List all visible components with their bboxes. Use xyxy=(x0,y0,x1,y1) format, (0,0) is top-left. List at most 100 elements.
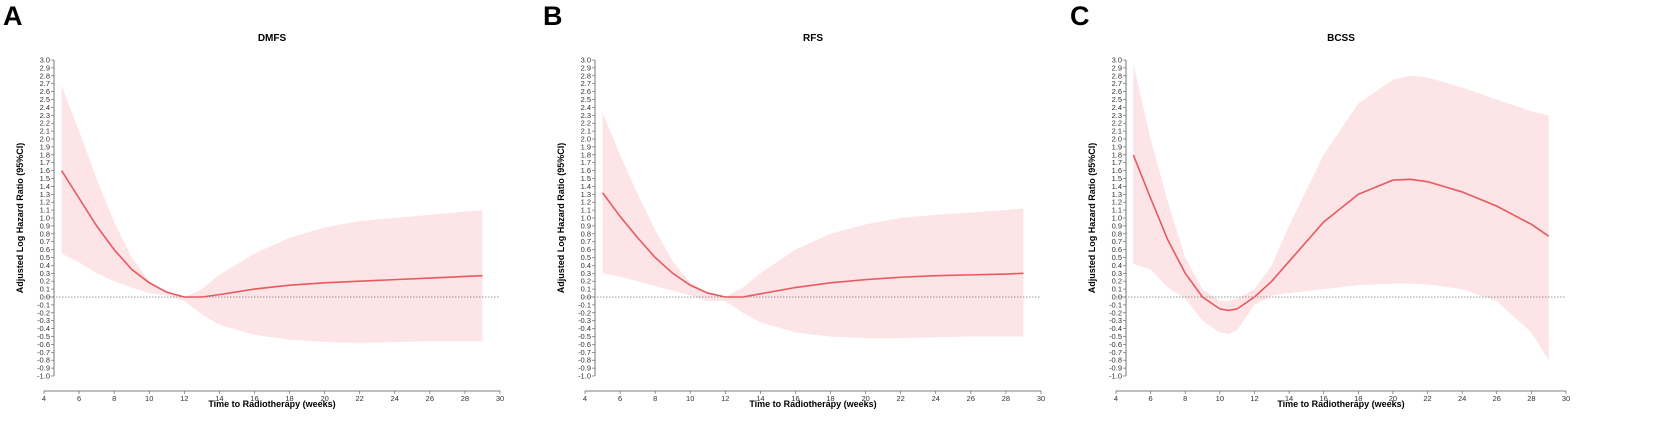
y-tick-label: 0.7 xyxy=(1112,237,1122,246)
y-tick-label: 2.2 xyxy=(40,119,50,128)
y-tick-label: -0.4 xyxy=(1109,324,1122,333)
x-tick-label: 10 xyxy=(145,394,153,403)
x-tick-label: 8 xyxy=(1183,394,1187,403)
x-tick-label: 28 xyxy=(1527,394,1535,403)
y-tick-label: 0.6 xyxy=(581,245,591,254)
y-tick-label: 2.8 xyxy=(1112,71,1122,80)
y-tick-label: 2.7 xyxy=(40,79,50,88)
y-tick-label: 0.4 xyxy=(40,261,50,270)
y-tick-label: 1.3 xyxy=(1112,190,1122,199)
y-tick-label: 2.1 xyxy=(581,127,591,136)
y-tick-label: -0.8 xyxy=(37,356,50,365)
y-tick-label: -0.8 xyxy=(1109,356,1122,365)
y-tick-label: 1.9 xyxy=(581,142,591,151)
y-tick-label: 0.1 xyxy=(581,285,591,294)
y-tick-label: 0.3 xyxy=(1112,269,1122,278)
x-axis-label: Time to Radiotherapy (weeks) xyxy=(749,399,876,409)
x-tick-label: 20 xyxy=(320,394,328,403)
y-tick-label: 0.2 xyxy=(40,277,50,286)
y-tick-label: 2.7 xyxy=(1112,79,1122,88)
y-tick-label: 2.1 xyxy=(1112,127,1122,136)
y-tick-label: -0.3 xyxy=(578,316,591,325)
x-tick-label: 30 xyxy=(1562,394,1570,403)
y-tick-label: 1.7 xyxy=(40,158,50,167)
y-tick-label: 2.3 xyxy=(581,111,591,120)
panel-letter: B xyxy=(543,1,563,31)
y-tick-label: -0.9 xyxy=(578,364,591,373)
y-tick-label: 2.5 xyxy=(40,95,50,104)
y-tick-label: 0.5 xyxy=(40,253,50,262)
y-tick-label: 0.3 xyxy=(40,269,50,278)
x-tick-label: 24 xyxy=(391,394,399,403)
x-tick-label: 22 xyxy=(356,394,364,403)
chart-panel-a: ADMFS-1.0-0.9-0.8-0.7-0.6-0.5-0.4-0.3-0.… xyxy=(3,1,504,409)
y-tick-label: 0.8 xyxy=(40,229,50,238)
x-tick-label: 14 xyxy=(1285,394,1293,403)
y-tick-label: -0.2 xyxy=(1109,308,1122,317)
x-axis-label: Time to Radiotherapy (weeks) xyxy=(1277,399,1404,409)
y-tick-label: 2.3 xyxy=(1112,111,1122,120)
x-tick-label: 24 xyxy=(1458,394,1466,403)
y-tick-label: -0.7 xyxy=(578,348,591,357)
x-tick-label: 28 xyxy=(1002,394,1010,403)
ci-band xyxy=(602,112,1024,339)
x-tick-label: 30 xyxy=(496,394,504,403)
y-tick-label: 2.9 xyxy=(1112,63,1122,72)
chart-title: RFS xyxy=(803,33,823,44)
x-tick-label: 26 xyxy=(967,394,975,403)
y-tick-label: 1.6 xyxy=(1112,166,1122,175)
x-tick-label: 16 xyxy=(1320,394,1328,403)
y-tick-label: -0.2 xyxy=(37,308,50,317)
y-tick-label: -1.0 xyxy=(37,372,50,381)
x-tick-label: 6 xyxy=(77,394,81,403)
ci-band xyxy=(1133,63,1549,361)
x-tick-label: 16 xyxy=(791,394,799,403)
y-tick-label: 1.1 xyxy=(40,206,50,215)
x-tick-label: 30 xyxy=(1037,394,1045,403)
y-axis-label: Adjusted Log Hazard Ratio (95%CI) xyxy=(556,143,566,294)
x-tick-label: 16 xyxy=(250,394,258,403)
y-tick-label: -0.7 xyxy=(1109,348,1122,357)
y-tick-label: 1.6 xyxy=(581,166,591,175)
y-tick-label: -0.2 xyxy=(578,308,591,317)
y-tick-label: -0.3 xyxy=(1109,316,1122,325)
y-tick-label: -0.4 xyxy=(578,324,591,333)
x-tick-label: 18 xyxy=(285,394,293,403)
y-tick-label: -0.6 xyxy=(578,340,591,349)
y-tick-label: -0.5 xyxy=(1109,332,1122,341)
x-tick-label: 10 xyxy=(1216,394,1224,403)
y-tick-label: 0.2 xyxy=(581,277,591,286)
y-tick-label: 0.2 xyxy=(1112,277,1122,286)
y-tick-label: 1.3 xyxy=(40,190,50,199)
y-tick-label: -0.6 xyxy=(1109,340,1122,349)
estimate-line xyxy=(60,170,483,298)
y-tick-label: 2.8 xyxy=(40,71,50,80)
y-tick-label: 1.2 xyxy=(40,198,50,207)
y-tick-label: 1.2 xyxy=(1112,198,1122,207)
y-tick-label: -0.5 xyxy=(37,332,50,341)
y-tick-label: 2.6 xyxy=(1112,87,1122,96)
y-tick-label: 3.0 xyxy=(40,56,50,65)
chart-panel-b: B RFS -1.0-0.9-0.8-0.7-0.6-0.5-0.4-0.3-0.2… xyxy=(543,1,1045,409)
y-tick-label: 0.3 xyxy=(581,269,591,278)
x-tick-label: 6 xyxy=(618,394,622,403)
x-tick-label: 10 xyxy=(686,394,694,403)
y-tick-label: 1.6 xyxy=(40,166,50,175)
y-tick-label: -0.5 xyxy=(578,332,591,341)
y-tick-label: -0.1 xyxy=(37,300,50,309)
estimate-line xyxy=(1132,154,1550,312)
x-tick-label: 18 xyxy=(1354,394,1362,403)
y-tick-label: 0.7 xyxy=(581,237,591,246)
y-tick-label: 2.6 xyxy=(581,87,591,96)
y-tick-label: 1.4 xyxy=(581,182,591,191)
x-tick-label: 8 xyxy=(653,394,657,403)
y-tick-label: 0.5 xyxy=(581,253,591,262)
y-tick-label: 0.0 xyxy=(581,293,591,302)
y-tick-label: 0.1 xyxy=(40,285,50,294)
y-tick-label: 0.8 xyxy=(1112,229,1122,238)
x-axis-label: Time to Radiotherapy (weeks) xyxy=(208,399,335,409)
y-tick-label: -0.4 xyxy=(37,324,50,333)
x-tick-label: 4 xyxy=(1114,394,1118,403)
y-tick-label: 2.1 xyxy=(40,127,50,136)
